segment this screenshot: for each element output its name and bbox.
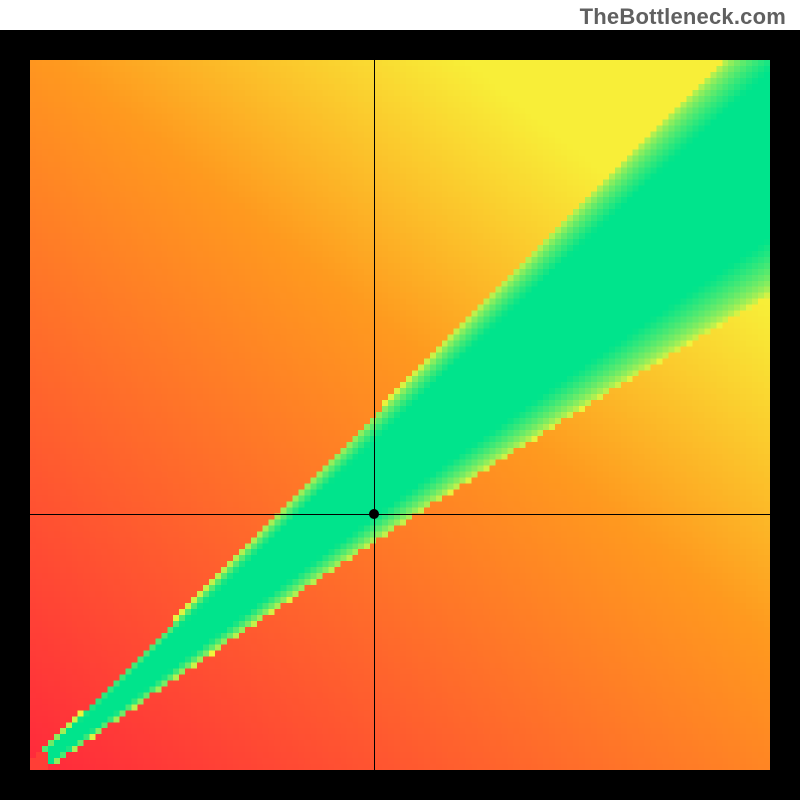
watermark-text: TheBottleneck.com xyxy=(580,4,786,30)
heatmap-canvas xyxy=(30,60,770,770)
chart-container: TheBottleneck.com xyxy=(0,0,800,800)
crosshair-vertical xyxy=(374,60,375,770)
plot-area xyxy=(30,60,770,770)
crosshair-horizontal xyxy=(30,514,770,515)
